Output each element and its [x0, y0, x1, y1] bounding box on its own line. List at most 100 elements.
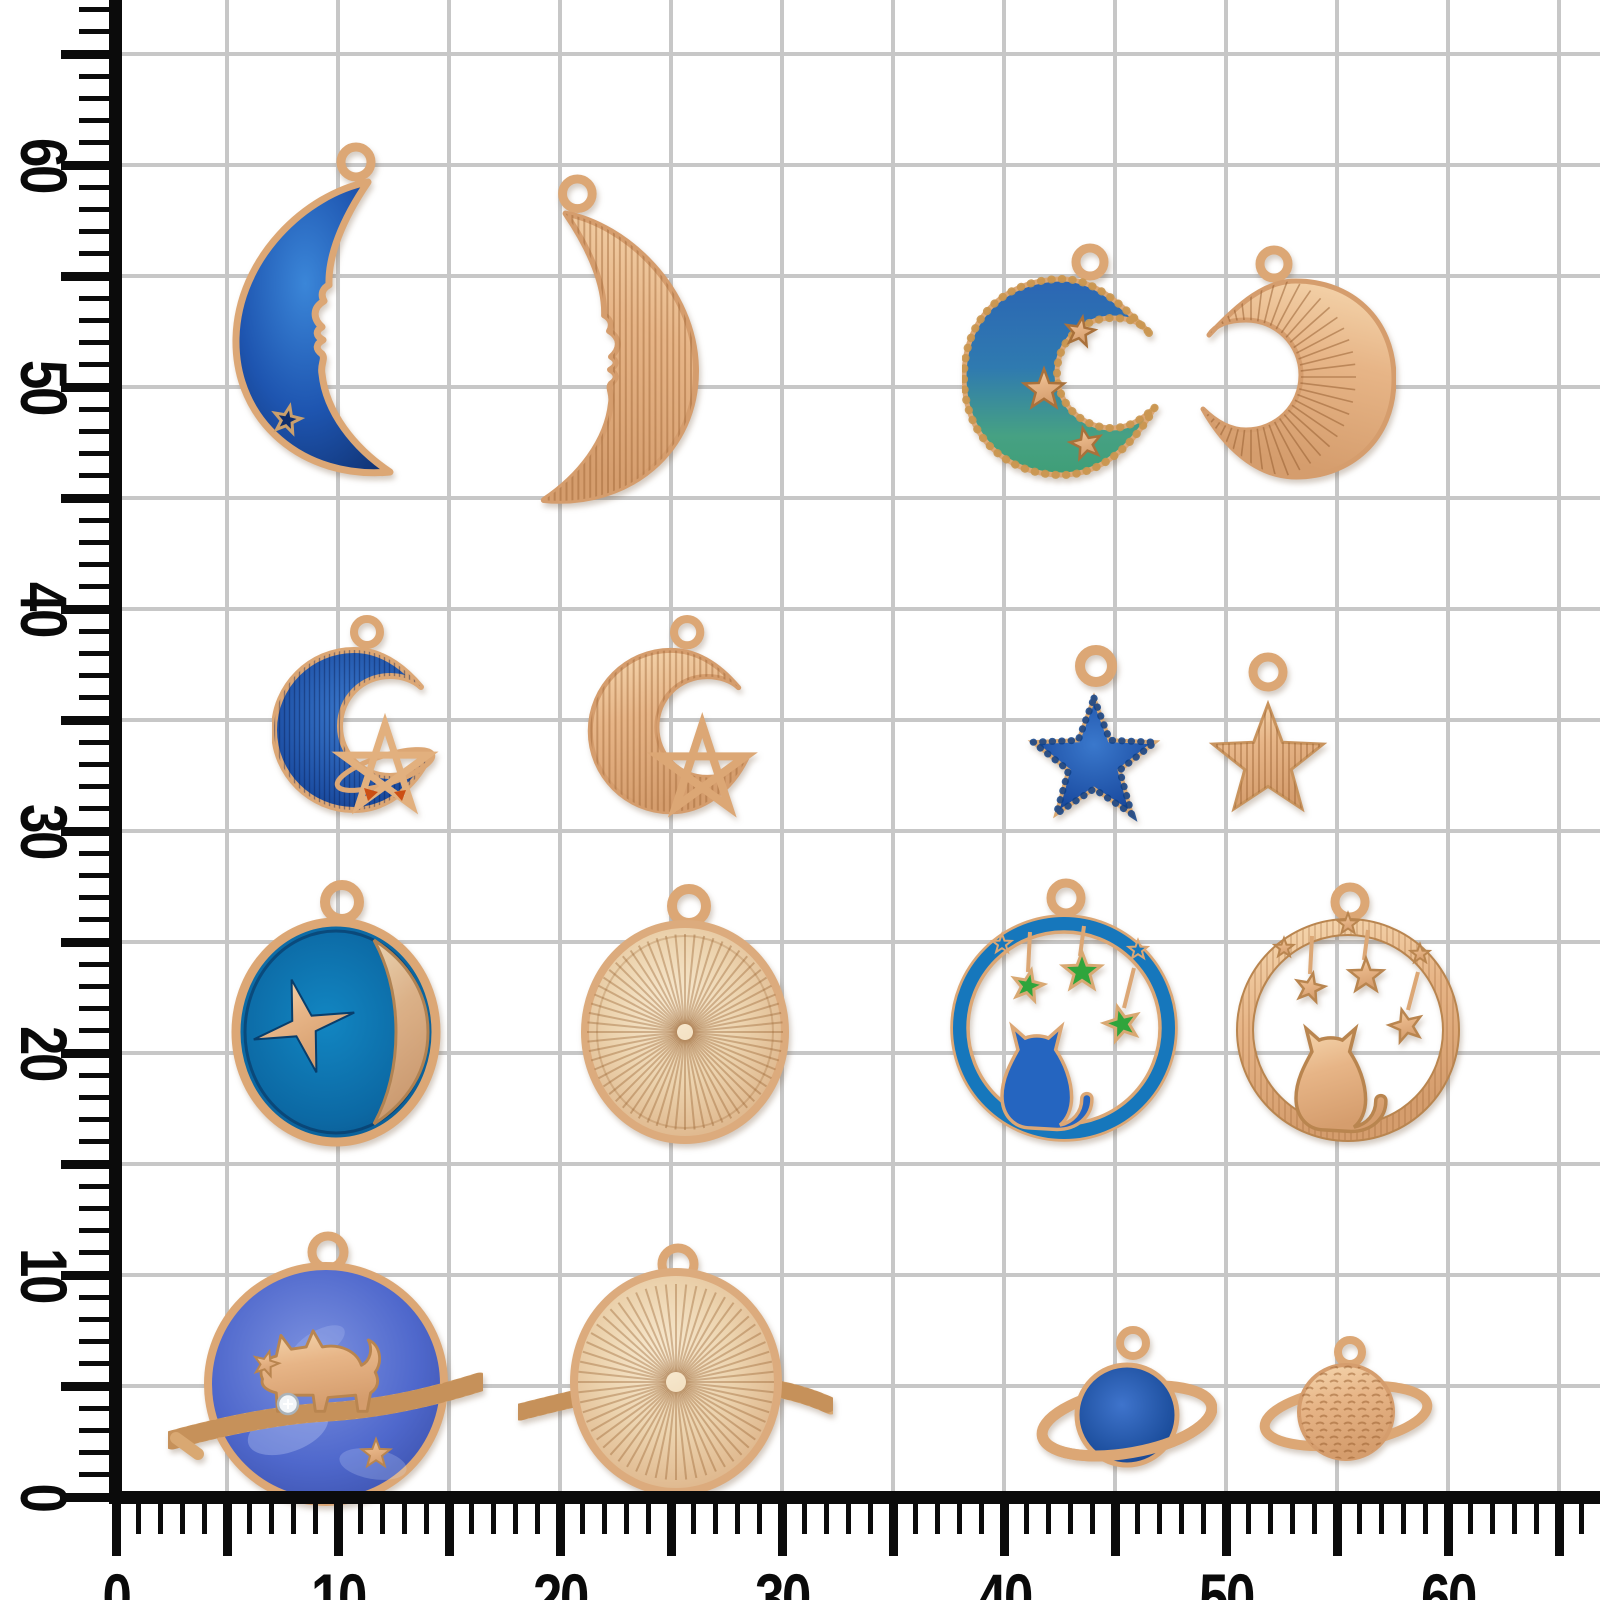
- sunburst-ray-line: [590, 1033, 678, 1062]
- y-minor-tick: [79, 229, 109, 235]
- sunburst-ray-line: [684, 1341, 766, 1379]
- stripe-texture: [590, 650, 747, 812]
- sunburst-ray-line: [596, 1387, 669, 1441]
- y-major-tick: [61, 826, 109, 836]
- gridline-horizontal: [122, 829, 1600, 833]
- sunburst-ray-line: [680, 1296, 726, 1374]
- x-minor-tick: [202, 1504, 208, 1534]
- sunburst-ray-line: [685, 1350, 770, 1380]
- orange-accent: [394, 790, 406, 801]
- branch-ring: [168, 1372, 483, 1450]
- sunburst-ray-line: [578, 1382, 667, 1394]
- x-minor-tick: [135, 1504, 141, 1534]
- gridline-horizontal: [122, 163, 1600, 167]
- sunburst-ray-line: [629, 1038, 682, 1115]
- x-minor-tick: [957, 1504, 963, 1534]
- sunburst-ray-line: [635, 1390, 673, 1472]
- star-hanger: [1308, 935, 1314, 975]
- sunburst-ray-line: [683, 1387, 756, 1441]
- x-minor-tick: [1356, 1504, 1362, 1534]
- sunburst-ray-line: [689, 1036, 756, 1103]
- y-minor-tick: [79, 961, 109, 967]
- sunburst-ray-line: [655, 1039, 684, 1127]
- sunburst-ray-line: [674, 934, 686, 1025]
- gridline-vertical: [1335, 0, 1339, 1491]
- ring-decor-star: [1125, 937, 1151, 961]
- sunburst-ray-line: [587, 1021, 678, 1033]
- y-minor-tick: [79, 73, 109, 79]
- y-minor-tick: [79, 1228, 109, 1234]
- x-major-tick: [999, 1504, 1009, 1556]
- x-minor-tick: [402, 1504, 408, 1534]
- x-minor-tick: [1156, 1504, 1162, 1534]
- x-minor-tick: [1290, 1504, 1296, 1534]
- charm-saturn-small-blue: [1036, 1326, 1217, 1468]
- sunburst-ray-line: [682, 1315, 750, 1377]
- ring-decor-star: [1407, 941, 1433, 965]
- sunburst-ray-line: [586, 1385, 668, 1423]
- x-minor-tick: [424, 1504, 430, 1534]
- sunburst-ray-line: [679, 1292, 717, 1374]
- moon-relief: [372, 938, 430, 1126]
- sunburst-ray-line: [684, 1039, 696, 1130]
- x-minor-tick: [1467, 1504, 1473, 1534]
- y-minor-tick: [79, 29, 109, 35]
- hanging-loop: [336, 142, 376, 182]
- x-axis-tick-label: 40: [977, 1560, 1033, 1600]
- x-minor-tick: [579, 1504, 585, 1534]
- y-major-tick: [61, 604, 109, 614]
- sunburst-ray-line: [655, 937, 684, 1025]
- y-major-tick: [61, 1270, 109, 1280]
- y-major-tick: [61, 271, 109, 281]
- sitting-cat: [1000, 1021, 1094, 1132]
- y-minor-tick: [79, 650, 109, 656]
- hanging-loop: [558, 174, 597, 214]
- y-axis-tick-label: 50: [7, 360, 81, 414]
- sunburst-ray-line: [689, 955, 748, 1027]
- x-minor-tick: [1512, 1504, 1518, 1534]
- gridline-vertical: [669, 0, 673, 1491]
- charm-medallion-gold: [581, 884, 789, 1144]
- sunburst-ray-line: [688, 1038, 741, 1115]
- sunburst-ray-line: [614, 961, 681, 1028]
- sunburst-ray-line: [622, 1037, 681, 1109]
- green-star: [1058, 947, 1106, 992]
- y-minor-tick: [79, 1028, 109, 1034]
- charm-moon-face-gold: [540, 174, 699, 504]
- sunburst-ray-line: [578, 1370, 667, 1382]
- gridline-horizontal: [122, 718, 1600, 722]
- sunburst-ray-line: [664, 1391, 676, 1480]
- sunburst-ray-line: [654, 1285, 675, 1373]
- sunburst-ray-line: [602, 976, 679, 1029]
- y-minor-tick: [79, 295, 109, 301]
- gridline-horizontal: [122, 1162, 1600, 1166]
- sunburst-ray-line: [594, 1034, 678, 1071]
- x-major-tick: [1110, 1504, 1120, 1556]
- sunburst-ray-line: [588, 1032, 678, 1053]
- sunburst-ray-line: [598, 1034, 679, 1080]
- y-minor-tick: [79, 428, 109, 434]
- green-star: [1099, 1002, 1141, 1045]
- y-minor-tick: [79, 628, 109, 634]
- y-axis-line: [109, 0, 122, 1504]
- beaded-edge: [1023, 687, 1165, 822]
- charm-saturn-small-gold: [1259, 1336, 1433, 1461]
- sunburst-ray-line: [685, 1384, 770, 1414]
- sunburst-ray-line: [637, 945, 683, 1026]
- sunburst-ray-line: [598, 984, 679, 1030]
- sunburst-ray-line: [681, 1302, 735, 1375]
- x-minor-tick: [535, 1504, 541, 1534]
- y-minor-tick: [79, 7, 109, 13]
- sitting-cat: [1294, 1023, 1388, 1134]
- sunburst-ray-line: [635, 1292, 673, 1374]
- x-minor-tick: [1267, 1504, 1273, 1534]
- x-major-tick: [666, 1504, 676, 1556]
- y-minor-tick: [79, 406, 109, 412]
- gridline-horizontal: [122, 496, 1600, 500]
- gridline-horizontal: [122, 52, 1600, 56]
- x-major-tick: [1443, 1504, 1453, 1556]
- gridline-vertical: [1557, 0, 1561, 1491]
- x-major-tick: [777, 1504, 787, 1556]
